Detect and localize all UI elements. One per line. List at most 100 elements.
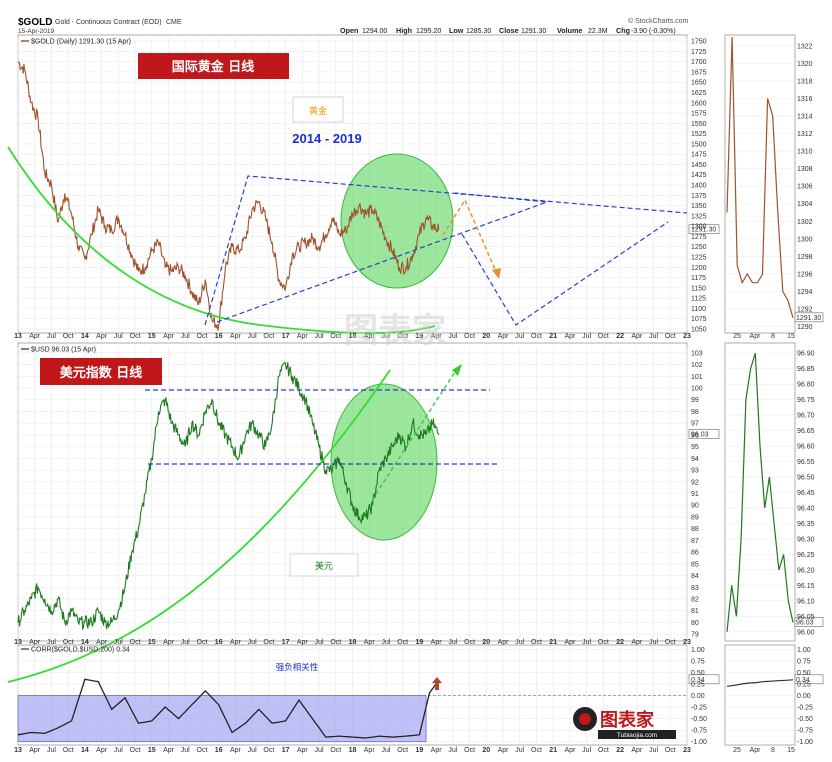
x-tick-label: 22 [616, 747, 624, 754]
y-tick-label: 0.00 [691, 693, 705, 700]
y-tick-label: 91 [691, 491, 699, 498]
inset-tick-label: 1318 [797, 78, 813, 85]
logo-icon-core [579, 713, 591, 725]
open-value: 1294.00 [362, 28, 387, 35]
inset-tick-label: 96.85 [797, 366, 815, 373]
x-tick-label: Jul [47, 639, 56, 646]
inset-last-tag [794, 617, 824, 627]
inset-x-label: 25 [733, 747, 741, 754]
x-tick-label: Apr [163, 639, 175, 646]
y-tick-label: 90 [691, 503, 699, 510]
x-tick-label: Oct [197, 333, 208, 340]
usd-title: 美元指数 日线 [60, 365, 143, 381]
y-tick-label: 94 [691, 456, 699, 463]
corr-legend: CORR($GOLD,$USD,200) 0.34 [31, 647, 130, 654]
x-tick-label: Apr [230, 333, 242, 340]
x-tick-label: Jul [649, 333, 658, 340]
inset-tick-label: 1296 [797, 271, 813, 278]
exchange: CME [166, 19, 182, 26]
x-tick-label: Oct [330, 639, 341, 646]
legends: $GOLD (Daily) 1291.30 (15 Apr) $USD 96.0… [21, 39, 131, 654]
y-tick-label: 81 [691, 608, 699, 615]
x-tick-label: Apr [364, 333, 376, 340]
x-tick-label: Apr [230, 639, 242, 646]
inset-tick-label: 96.90 [797, 351, 815, 358]
x-tick-label: Jul [381, 747, 390, 754]
chg-label: Chg [616, 26, 630, 35]
high-label: High [396, 26, 412, 35]
x-tick-label: Jul [47, 333, 56, 340]
y-tick-label: 1525 [691, 131, 707, 138]
x-tick-label: Apr [96, 639, 108, 646]
x-tick-label: 23 [683, 639, 691, 646]
source: © StockCharts.com [628, 17, 689, 25]
y-tick-label: 1550 [691, 121, 707, 128]
inset-x-label: Apr [750, 333, 762, 340]
inset-usd-frame [724, 342, 796, 642]
inset-tick-label: 96.50 [797, 475, 815, 482]
x-tick-label: Jul [114, 747, 123, 754]
x-tick-label: Jul [448, 333, 457, 340]
y-tick-label: 99 [691, 397, 699, 404]
open-label: Open [340, 26, 358, 35]
tick-layer: 13 13 13 Apr Apr Apr Jul Jul Jul Oct Oct Oct 14 14 14 A… [14, 39, 815, 754]
logo: 图表家 Tubiaojia.com [573, 707, 676, 739]
y-tick-label: 1275 [691, 234, 707, 241]
inset-tick-label: 0.50 [797, 670, 811, 677]
y-tick-label: 79 [691, 632, 699, 639]
inset-tick-label: 96.65 [797, 428, 815, 435]
y-tick-label: 1575 [691, 111, 707, 118]
inset-tick-label: 96.70 [797, 413, 815, 420]
x-tick-label: Oct [397, 747, 408, 754]
y-tick-label: -0.25 [691, 705, 707, 712]
y-tick-label: 1375 [691, 193, 707, 200]
y-tick-label: 1750 [691, 39, 707, 46]
y-tick-label: 80 [691, 620, 699, 627]
x-tick-label: 23 [683, 747, 691, 754]
x-tick-label: Jul [582, 333, 591, 340]
x-tick-label: Apr [631, 333, 643, 340]
y-tick-label: 93 [691, 468, 699, 475]
x-tick-label: Oct [330, 333, 341, 340]
y-tick-label: 1425 [691, 172, 707, 179]
inset-tick-label: 96.60 [797, 444, 815, 451]
x-tick-label: 22 [616, 333, 624, 340]
x-tick-label: Apr [29, 747, 41, 754]
close-label: Close [499, 26, 519, 35]
x-tick-label: 21 [549, 333, 557, 340]
x-tick-label: 20 [482, 747, 490, 754]
inset-last-tag [794, 312, 824, 323]
y-tick-label: 0.50 [691, 670, 705, 677]
inset-tick-label: 1304 [797, 201, 813, 208]
y-tick-label: 87 [691, 538, 699, 545]
usd-legend: $USD 96.03 (15 Apr) [31, 347, 96, 354]
inset-x-label: 15 [787, 333, 795, 340]
y-tick-label: 96 [691, 432, 699, 439]
x-tick-label: Jul [649, 747, 658, 754]
inset-last-tag [794, 674, 824, 685]
y-tick-label: 101 [691, 374, 703, 381]
inset-tick-label: 96.75 [797, 397, 815, 404]
x-tick-label: Jul [515, 333, 524, 340]
y-tick-label: 1150 [691, 285, 706, 292]
inset-tick-label: 96.40 [797, 505, 815, 512]
x-tick-label: Oct [397, 639, 408, 646]
gold-title-box [138, 53, 289, 79]
inset-tick-label: 1292 [797, 307, 813, 314]
inset-tick-label: -1.00 [797, 739, 813, 746]
gold-title: 国际黄金 日线 [172, 59, 255, 75]
inset-tick-label: 1306 [797, 184, 813, 191]
y-tick-label: 1350 [691, 203, 707, 210]
y-tick-label: -1.00 [691, 739, 707, 746]
x-tick-label: 19 [416, 333, 424, 340]
inset-tick-label: 96.25 [797, 552, 815, 559]
x-tick-label: Apr [364, 639, 376, 646]
x-tick-label: 20 [482, 333, 490, 340]
x-tick-label: Apr [297, 747, 309, 754]
green-arrow-icon [452, 364, 462, 376]
y-tick-label: 1725 [691, 49, 707, 56]
y-tick-label: 1075 [691, 316, 707, 323]
inset-tick-label: 96.45 [797, 490, 815, 497]
overlay-layer: 1291.30 96.03 0.34 1291.30 96.03 0.34 [7, 146, 824, 690]
